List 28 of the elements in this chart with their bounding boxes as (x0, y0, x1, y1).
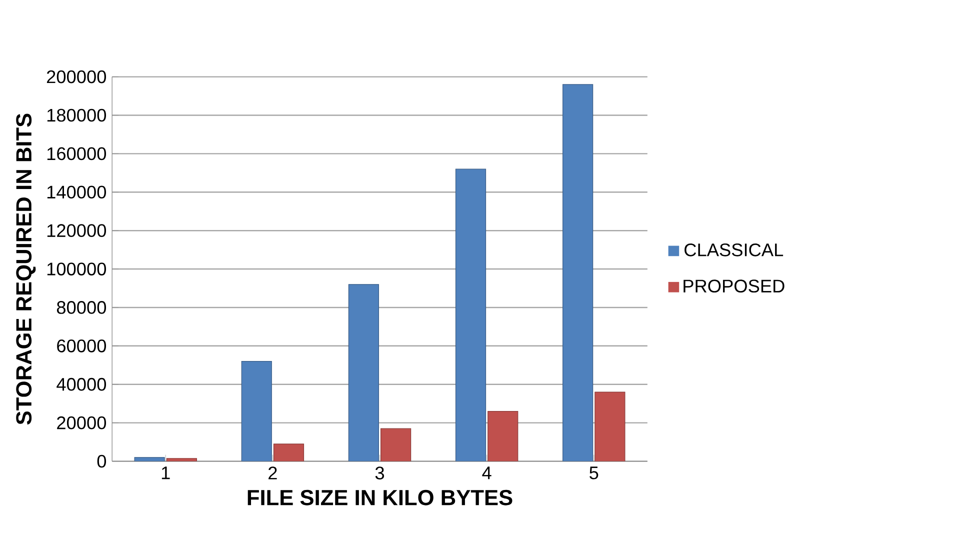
y-tick-label: 100000 (47, 262, 106, 276)
bar (594, 392, 626, 462)
x-axis-title: FILE SIZE IN KILO BYTES (248, 490, 512, 506)
y-axis-title: STORAGE REQUIRED IN BITS (16, 114, 36, 425)
bar (348, 284, 379, 462)
bar (488, 410, 518, 462)
y-tick-label: 0 (97, 454, 106, 468)
y-tick-label: 200000 (46, 70, 106, 84)
legend-label: PROPOSED (684, 280, 784, 292)
bar (562, 84, 594, 462)
y-tick-label: 120000 (47, 224, 106, 237)
x-tick-label: 4 (482, 466, 492, 480)
y-tick-label: 180000 (47, 108, 106, 122)
x-tick-label: 1 (162, 466, 170, 480)
bar (380, 428, 412, 462)
bar (273, 444, 304, 462)
y-tick-label: 60000 (57, 339, 106, 352)
y-tick-label: 160000 (47, 147, 106, 160)
y-tick-label: 140000 (47, 186, 106, 199)
y-tick-label: 80000 (56, 300, 106, 314)
bar (455, 168, 486, 462)
y-tick-label: 20000 (57, 416, 106, 430)
legend-label: CLASSICAL (684, 243, 784, 256)
x-tick-label: 3 (375, 466, 384, 480)
y-tick-label: 40000 (56, 378, 106, 391)
x-tick-label: 2 (268, 466, 277, 480)
bar (241, 360, 272, 462)
x-tick-label: 5 (590, 466, 598, 480)
